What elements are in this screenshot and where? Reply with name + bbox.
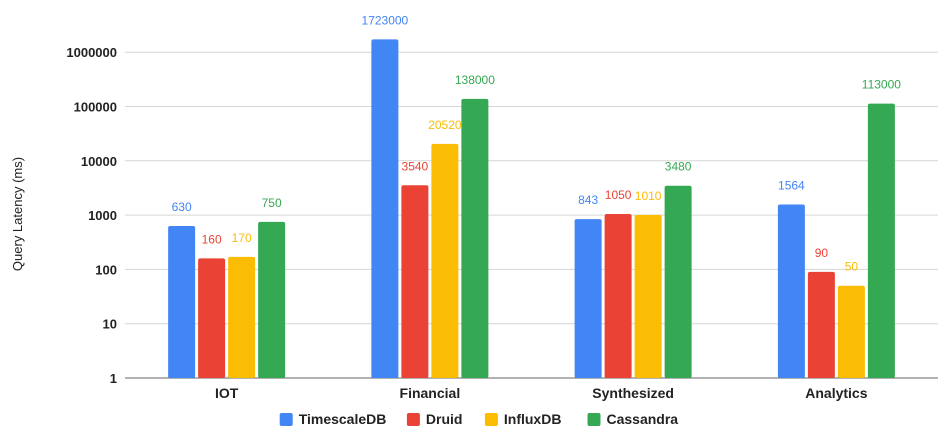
bar-druid-synthesized — [604, 213, 632, 378]
data-label: 3540 — [402, 159, 429, 173]
bar-influxdb-iot — [228, 256, 256, 378]
data-label: 630 — [172, 200, 192, 214]
data-label: 750 — [262, 196, 282, 210]
bar-cassandra-analytics — [867, 103, 895, 378]
y-tick-label: 10 — [103, 317, 117, 332]
y-tick-label: 1000000 — [66, 45, 117, 60]
data-label: 50 — [845, 260, 859, 274]
data-label: 1010 — [635, 189, 662, 203]
x-category-label: IOT — [215, 385, 239, 401]
bar-druid-analytics — [807, 271, 835, 378]
legend-label: TimescaleDB — [299, 411, 387, 427]
bar-influxdb-analytics — [837, 285, 865, 378]
data-label: 113000 — [862, 78, 901, 92]
data-label: 1050 — [605, 188, 632, 202]
data-label: 843 — [578, 193, 598, 207]
data-label: 3480 — [665, 160, 692, 174]
y-tick-label: 100 — [95, 262, 117, 277]
bar-druid-financial — [401, 185, 429, 378]
legend-label: InfluxDB — [504, 411, 562, 427]
x-category-label: Synthesized — [592, 385, 674, 401]
y-tick-label: 10000 — [81, 154, 117, 169]
bar-cassandra-synthesized — [664, 185, 692, 378]
bar-druid-iot — [198, 258, 226, 378]
bar-influxdb-synthesized — [634, 214, 662, 378]
data-label: 1564 — [778, 179, 805, 193]
data-label: 138000 — [455, 73, 495, 87]
bar-timescaledb-iot — [168, 225, 196, 378]
data-label: 90 — [815, 246, 829, 260]
data-label: 20520 — [428, 118, 462, 132]
y-tick-label: 100000 — [74, 100, 117, 115]
data-label: 160 — [202, 232, 222, 246]
y-tick-label: 1000 — [88, 208, 117, 223]
bar-timescaledb-financial — [371, 39, 399, 378]
legend-swatch-influxdb — [484, 413, 498, 426]
data-label: 1723000 — [362, 13, 409, 27]
x-axis-categories: IOT Financial Synthesized Analytics — [215, 385, 868, 401]
data-labels: 630 160 170 750 1723000 3540 20520 138000 843 105… — [172, 13, 902, 273]
legend: TimescaleDB Druid InfluxDB Cassandra — [279, 411, 679, 427]
data-label: 170 — [232, 231, 252, 245]
legend-label: Cassandra — [607, 411, 679, 427]
legend-swatch-timescaledb — [279, 413, 293, 426]
y-axis-ticks: 1 10 100 1000 10000 100000 1000000 — [66, 45, 117, 386]
x-category-label: Analytics — [805, 385, 867, 401]
legend-swatch-druid — [406, 413, 420, 426]
bar-influxdb-financial — [431, 143, 459, 378]
legend-swatch-cassandra — [587, 413, 601, 426]
bar-timescaledb-synthesized — [574, 219, 602, 378]
bar-cassandra-financial — [461, 98, 489, 378]
bar-timescaledb-analytics — [777, 204, 805, 378]
x-category-label: Financial — [400, 385, 461, 401]
bars — [168, 39, 895, 378]
y-tick-label: 1 — [110, 371, 117, 386]
y-axis-title: Query Latency (ms) — [10, 157, 25, 271]
bar-cassandra-iot — [258, 221, 286, 378]
legend-label: Druid — [426, 411, 463, 427]
